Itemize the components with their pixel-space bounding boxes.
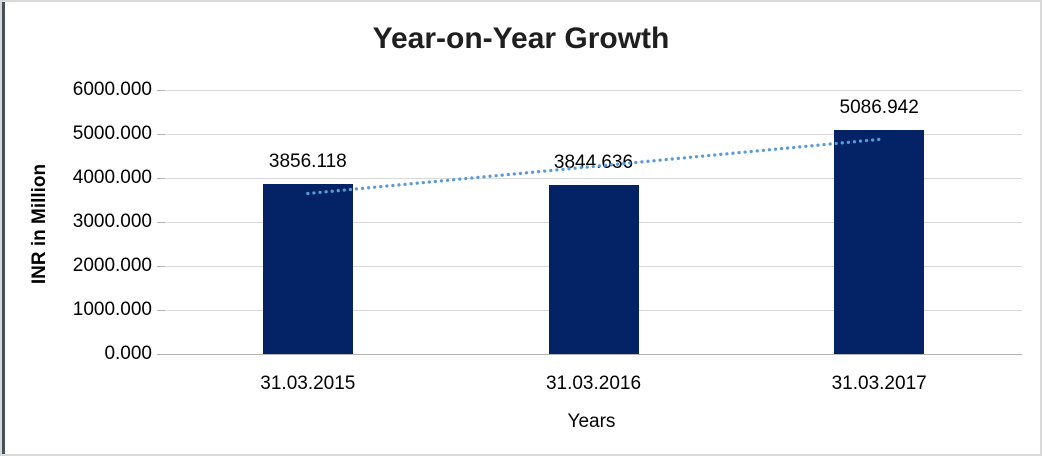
bar-value-label: 3856.118 (268, 151, 347, 173)
y-tick-label: 5000.000 (72, 123, 152, 144)
bar-value-label: 3844.636 (553, 151, 634, 173)
gridline (165, 90, 1022, 91)
x-tick-label: 31.03.2016 (545, 373, 642, 394)
y-tick-label: 6000.000 (72, 79, 152, 100)
y-tick-mark (157, 310, 165, 311)
y-tick-mark (157, 90, 165, 91)
y-tick-mark (157, 222, 165, 223)
bar-31.03.2016 (548, 184, 639, 354)
y-tick-label: 2000.000 (72, 255, 152, 276)
x-axis-line (165, 354, 1022, 355)
gridline (165, 134, 1022, 135)
bar-31.03.2017 (834, 130, 925, 354)
bar-31.03.2015 (262, 184, 353, 354)
y-tick-label: 0.000 (104, 343, 152, 364)
y-tick-label: 4000.000 (72, 167, 152, 188)
x-tick-label: 31.03.2015 (260, 373, 356, 394)
y-tick-label: 3000.000 (72, 211, 152, 232)
x-tick-label: 31.03.2017 (831, 373, 927, 394)
x-axis-title: Years (567, 411, 616, 432)
y-tick-label: 1000.000 (72, 299, 152, 320)
y-tick-mark (157, 134, 165, 135)
bar-value-label: 5086.942 (839, 97, 919, 119)
y-tick-mark (157, 178, 165, 179)
chart-title: Year-on-Year Growth (372, 22, 670, 55)
y-tick-mark (157, 266, 165, 267)
left-border-accent (2, 2, 5, 454)
y-tick-mark (157, 354, 165, 355)
